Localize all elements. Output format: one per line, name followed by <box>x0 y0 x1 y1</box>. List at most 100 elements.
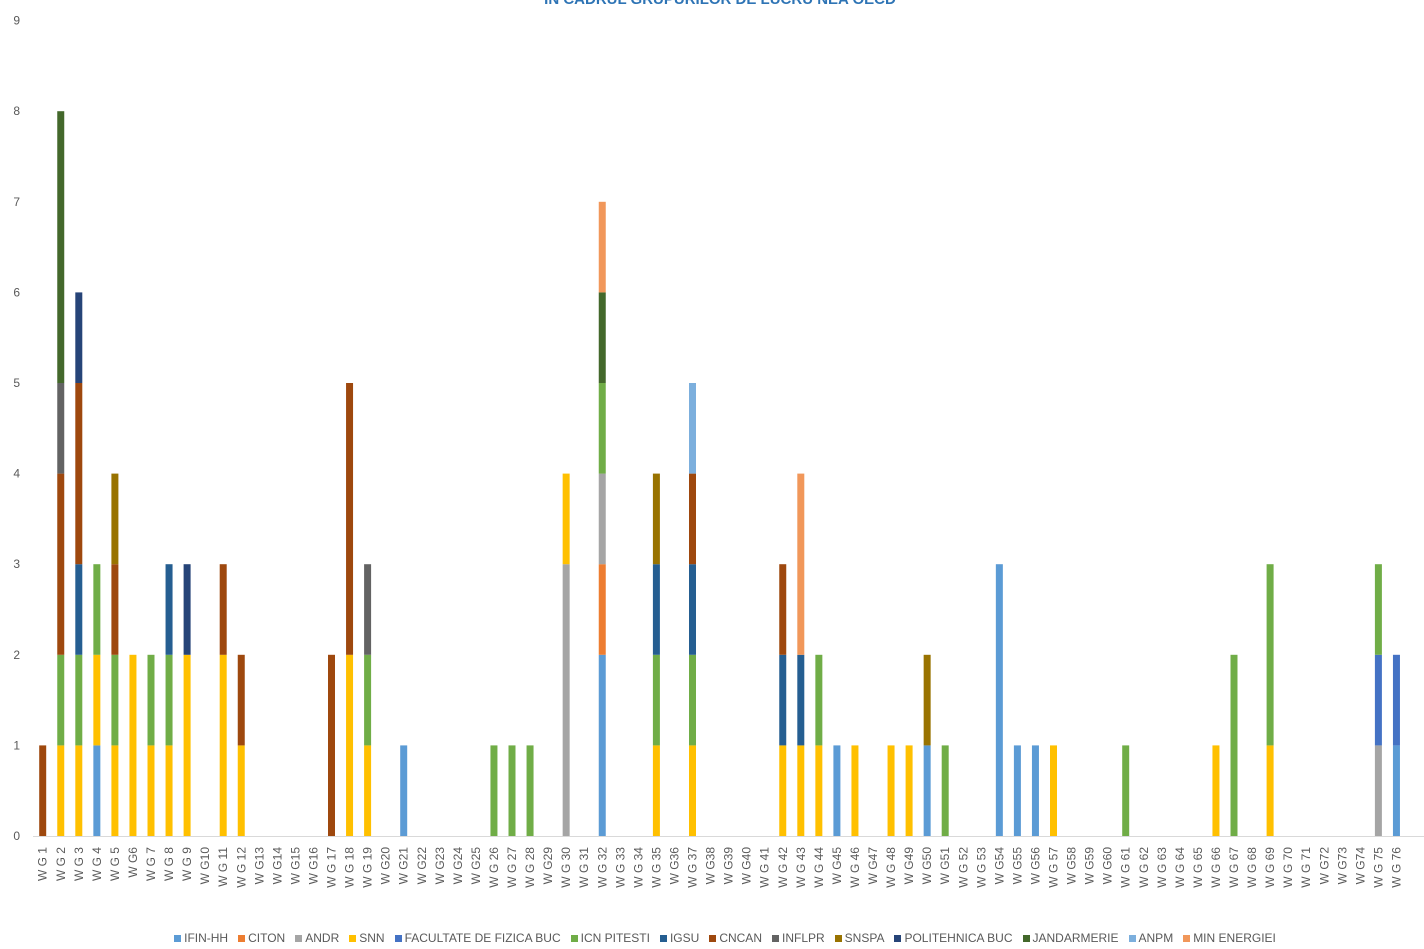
bar-segment <box>328 654 335 836</box>
x-tick-label: W G73 <box>1335 847 1349 885</box>
legend-label: IGSU <box>669 931 700 945</box>
x-tick-label: W G 9 <box>180 847 194 881</box>
bar-stack <box>526 745 534 836</box>
legend-label: JANDARMERIE <box>1032 931 1119 945</box>
legend-item: ICN PITESTI <box>570 931 650 945</box>
bar-segment <box>598 201 606 293</box>
bar-stack <box>652 473 660 836</box>
legend-item: ANDR <box>295 931 339 945</box>
legend-label: CITON <box>248 931 286 945</box>
legend-item: IFIN-HH <box>174 931 228 945</box>
x-tick-label: W G 67 <box>1227 847 1241 888</box>
bar-segment <box>887 745 895 836</box>
bar-segment <box>165 654 173 746</box>
bar-stacks <box>39 111 1400 836</box>
bar-segment <box>815 745 823 836</box>
bar-stack <box>1392 654 1400 836</box>
legend-swatch <box>1183 934 1191 942</box>
x-tick-label: W G 17 <box>325 847 339 888</box>
x-tick-label: W G 26 <box>487 847 501 888</box>
bar-segment <box>1374 654 1382 746</box>
bar-segment <box>508 745 516 836</box>
bar-stack <box>833 745 841 836</box>
x-tick-label: W G 46 <box>848 847 862 888</box>
x-tick-label: W G 19 <box>361 847 375 888</box>
bar-stack <box>815 654 823 836</box>
bar-stack <box>689 383 696 836</box>
bar-segment <box>57 111 65 383</box>
bar-segment <box>689 654 696 746</box>
x-tick-label: W G 76 <box>1389 847 1403 888</box>
bar-segment <box>779 564 787 655</box>
bar-segment <box>941 745 949 836</box>
x-tick-label: W G 8 <box>162 847 176 881</box>
bar-segment <box>689 383 696 474</box>
bar-segment <box>183 564 191 655</box>
x-tick-label: W G 2 <box>54 847 68 881</box>
legend-item: JANDARMERIE <box>1022 931 1119 945</box>
bar-segment <box>1050 745 1057 836</box>
bar-stack <box>779 564 787 836</box>
bar-segment <box>598 473 606 565</box>
x-tick-label: W G21 <box>397 847 411 885</box>
legend-item: CNCAN <box>709 931 762 945</box>
y-axis: 0 1 2 3 4 5 6 7 8 9 <box>13 14 20 843</box>
legend-label: SNSPA <box>844 931 885 945</box>
bar-segment <box>1013 745 1021 836</box>
bar-segment <box>75 654 83 746</box>
y-tick-label: 6 <box>13 285 20 299</box>
bar-segment <box>93 654 101 746</box>
bar-segment <box>364 654 372 746</box>
bar-segment <box>57 654 65 746</box>
bar-stack <box>111 473 119 836</box>
bar-stack <box>1374 564 1382 836</box>
bar-segment <box>995 564 1003 836</box>
bar-segment <box>652 654 660 746</box>
bar-segment <box>779 745 787 836</box>
bar-segment <box>364 564 372 655</box>
legend-swatch <box>834 934 842 942</box>
x-tick-label: W G 34 <box>631 847 645 888</box>
x-tick-label: W G 27 <box>505 847 519 888</box>
x-tick-label: W G 48 <box>884 847 898 888</box>
legend-swatch <box>659 934 667 942</box>
bar-stack <box>400 745 408 836</box>
y-tick-label: 2 <box>13 648 20 662</box>
bar-segment <box>652 745 660 836</box>
bar-stack <box>562 473 570 836</box>
x-tick-label: W G 53 <box>974 847 988 888</box>
legend-swatch <box>394 934 402 942</box>
bar-segment <box>57 473 65 655</box>
x-tick-label: W G40 <box>740 847 754 885</box>
x-tick-label: W G 11 <box>216 847 230 887</box>
x-tick-label: W G 33 <box>613 847 627 888</box>
x-tick-label: W G23 <box>433 847 447 885</box>
bar-segment <box>57 383 65 474</box>
bar-segment <box>1392 745 1400 836</box>
x-tick-label: W G13 <box>252 847 266 885</box>
x-tick-label: W G 5 <box>108 847 122 881</box>
bar-segment <box>57 745 65 836</box>
stacked-bar-chart: 0 1 2 3 4 5 6 7 8 9 W G 1 W G 2 W G 3 W G 4 W G 5 W G6… <box>13 14 1424 888</box>
legend-swatch <box>295 934 303 942</box>
bar-segment <box>237 745 245 836</box>
bar-segment <box>147 654 155 746</box>
x-tick-label: W G 44 <box>812 847 826 888</box>
x-tick-label: W G 61 <box>1119 847 1133 888</box>
legend-swatch <box>709 934 717 942</box>
bar-stack <box>1013 745 1021 836</box>
x-tick-label: W G59 <box>1083 847 1097 885</box>
x-tick-label: W G 12 <box>234 847 248 888</box>
bar-stack <box>237 654 245 836</box>
legend-label: ICN PITESTI <box>580 931 650 945</box>
x-tick-label: W G15 <box>288 847 302 885</box>
bar-segment <box>237 654 245 746</box>
x-tick-label: W G29 <box>541 847 555 885</box>
bar-segment <box>923 654 931 746</box>
bar-segment <box>93 564 101 655</box>
bar-stack <box>328 654 335 836</box>
x-tick-label: W G 37 <box>686 847 700 888</box>
bar-segment <box>526 745 534 836</box>
bar-stack <box>1266 564 1274 836</box>
chart-title: ÎN CADRUL GRUPURILOR DE LUCRU NEA OECD <box>0 0 1424 8</box>
